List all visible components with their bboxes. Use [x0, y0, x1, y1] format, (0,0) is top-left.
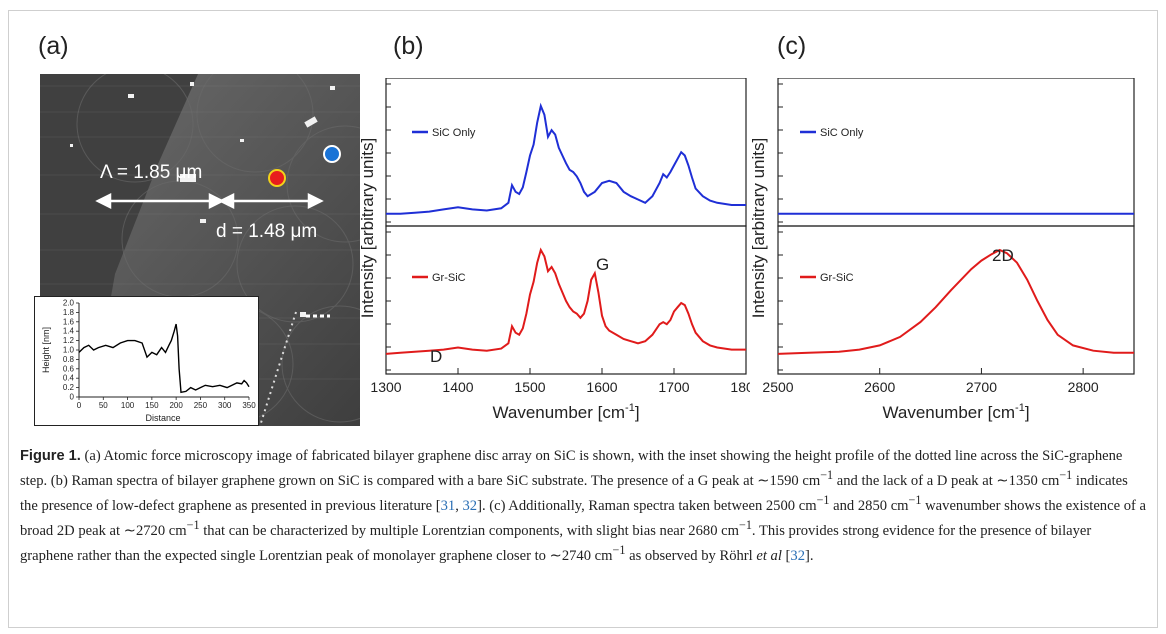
afm-red-marker: [268, 169, 286, 187]
c-annotation-2d: 2D: [992, 246, 1014, 265]
b-bottom-panel-frame: [385, 225, 747, 375]
caption-sup-6: −1: [738, 517, 752, 532]
caption-sup-2: −1: [1059, 468, 1073, 482]
inset-ytick-label: 0: [70, 393, 75, 402]
caption-sup-3: −1: [816, 492, 830, 507]
figure-frame: [8, 10, 1158, 628]
citation-32[interactable]: 32: [462, 497, 478, 514]
b-gr-sic-line: [385, 247, 746, 355]
afm-profile-dotted-line: [259, 311, 297, 426]
inset-ytick-label: 2.0: [63, 299, 75, 308]
b-annotation-g: G: [596, 255, 609, 274]
afm-d-label: d = 1.48 μm: [216, 221, 317, 242]
caption-et-al: et al: [756, 547, 782, 564]
caption-label: Figure 1.: [20, 448, 81, 464]
afm-particles: [70, 82, 335, 317]
inset-ytick-label: 0.4: [63, 374, 75, 383]
c-xlabel: Wavenumber [cm-1]: [882, 402, 1029, 422]
caption-text-5: and 2850 cm: [829, 497, 909, 514]
caption-text-4: ]. (c) Additionally, Raman spectra taken…: [477, 497, 817, 514]
b-legend-sic-only: SiC Only: [432, 127, 476, 139]
c-ylabel: Intensity [arbitrary units]: [749, 138, 768, 318]
b-sic-only-line: [386, 102, 746, 215]
c-xtick-label: 2500: [762, 379, 793, 395]
b-xtick-label: 1300: [370, 379, 401, 395]
c-xtick-label: 2700: [966, 379, 997, 395]
inset-profile-line: [78, 323, 250, 394]
inset-ytick-label: 1.4: [63, 327, 75, 336]
citation-31[interactable]: 31: [440, 497, 456, 514]
inset-ytick-label: 0.8: [63, 355, 75, 364]
c-legend-sic-only: SiC Only: [820, 127, 864, 139]
raman-chart-c: 2500 2600 2700 2800 SiC Only Gr-SiC 2D Inte…: [749, 78, 1135, 422]
b-ylabel: Intensity [arbitrary units]: [360, 138, 377, 318]
b-xlabel: Wavenumber [cm-1]: [492, 402, 639, 422]
citation-32-b[interactable]: 32: [790, 547, 806, 564]
inset-xlabel: Distance: [145, 413, 180, 423]
afm-inset-profile: 0 0.2 0.4 0.6 0.8 1.0 1.2 1.4 1.6 1.8 2.0 0 50 100 15…: [34, 296, 259, 426]
c-gr-sic-line: [777, 248, 1134, 355]
inset-xtick-label: 250: [194, 401, 208, 410]
inset-xtick-label: 50: [99, 401, 108, 410]
raman-chart-b: 1300 1400 1500 1600 1700 1800 SiC Only Gr-SiC…: [360, 78, 750, 422]
inset-ytick-label: 1.8: [63, 308, 75, 317]
inset-xtick-label: 100: [121, 401, 135, 410]
c-legend-gr-sic: Gr-SiC: [820, 272, 854, 284]
b-xtick-label: 1400: [442, 379, 473, 395]
b-xtick-label: 1500: [514, 379, 545, 395]
panel-label-a: (a): [38, 32, 69, 60]
caption-text-8: . This provides strong evidence for the …: [20, 522, 1092, 564]
caption-text-10: [: [781, 547, 791, 564]
inset-ytick-label: 0.6: [63, 364, 75, 373]
inset-ytick-label: 1.0: [63, 346, 75, 355]
panel-label-c: (c): [777, 32, 807, 60]
b-xtick-label: 1700: [658, 379, 689, 395]
caption-text-6: wavenumber shows the existence of a broa…: [20, 497, 1146, 539]
inset-ytick-label: 0.2: [63, 383, 75, 392]
b-annotation-d: D: [430, 347, 442, 366]
caption-text-1: (a) Atomic force microscopy image of fab…: [20, 448, 1123, 489]
inset-xtick-label: 200: [169, 401, 183, 410]
panel-label-b: (b): [393, 32, 424, 60]
inset-xtick-label: 0: [77, 401, 82, 410]
caption-text-11: ].: [805, 547, 814, 564]
caption-text-2: and the lack of a D peak at ∼1350 cm: [833, 472, 1060, 489]
figure-caption: Figure 1. (a) Atomic force microscopy im…: [20, 447, 1148, 565]
afm-lambda-arrow: [95, 192, 225, 210]
inset-ytick-label: 1.2: [63, 336, 75, 345]
caption-text-3: indicates the presence of low-defect gra…: [20, 472, 1128, 514]
afm-d-arrow: [218, 192, 324, 210]
b-xtick-label: 1800: [730, 379, 750, 395]
caption-text-7: that can be characterized by multiple Lo…: [199, 522, 739, 539]
afm-lambda-label: Λ = 1.85 μm: [100, 162, 202, 183]
b-legend-gr-sic: Gr-SiC: [432, 272, 466, 284]
afm-blue-marker: [323, 145, 341, 163]
caption-sup-7: −1: [612, 542, 626, 557]
inset-chart-svg: 00.20.40.60.81.01.21.41.61.82.0 0 50 100 15…: [41, 299, 256, 424]
c-bottom-panel-frame: [777, 225, 1135, 375]
inset-xtick-label: 350: [242, 401, 256, 410]
inset-ytick-label: 1.6: [63, 317, 75, 326]
caption-sup-4: −1: [908, 492, 922, 507]
c-xtick-label: 2600: [864, 379, 895, 395]
caption-sup-5: −1: [186, 517, 200, 532]
caption-text-9: as observed by Röhrl: [625, 547, 757, 564]
b-top-panel-frame: [385, 78, 747, 227]
caption-sup-1: −1: [820, 468, 834, 482]
inset-xtick-label: 300: [218, 401, 232, 410]
c-xtick-label: 2800: [1068, 379, 1099, 395]
b-xtick-label: 1600: [586, 379, 617, 395]
caption-sep: ,: [455, 497, 463, 514]
inset-xtick-label: 150: [145, 401, 159, 410]
c-top-panel-frame: [777, 78, 1135, 227]
inset-ylabel: Height [nm]: [41, 327, 51, 373]
